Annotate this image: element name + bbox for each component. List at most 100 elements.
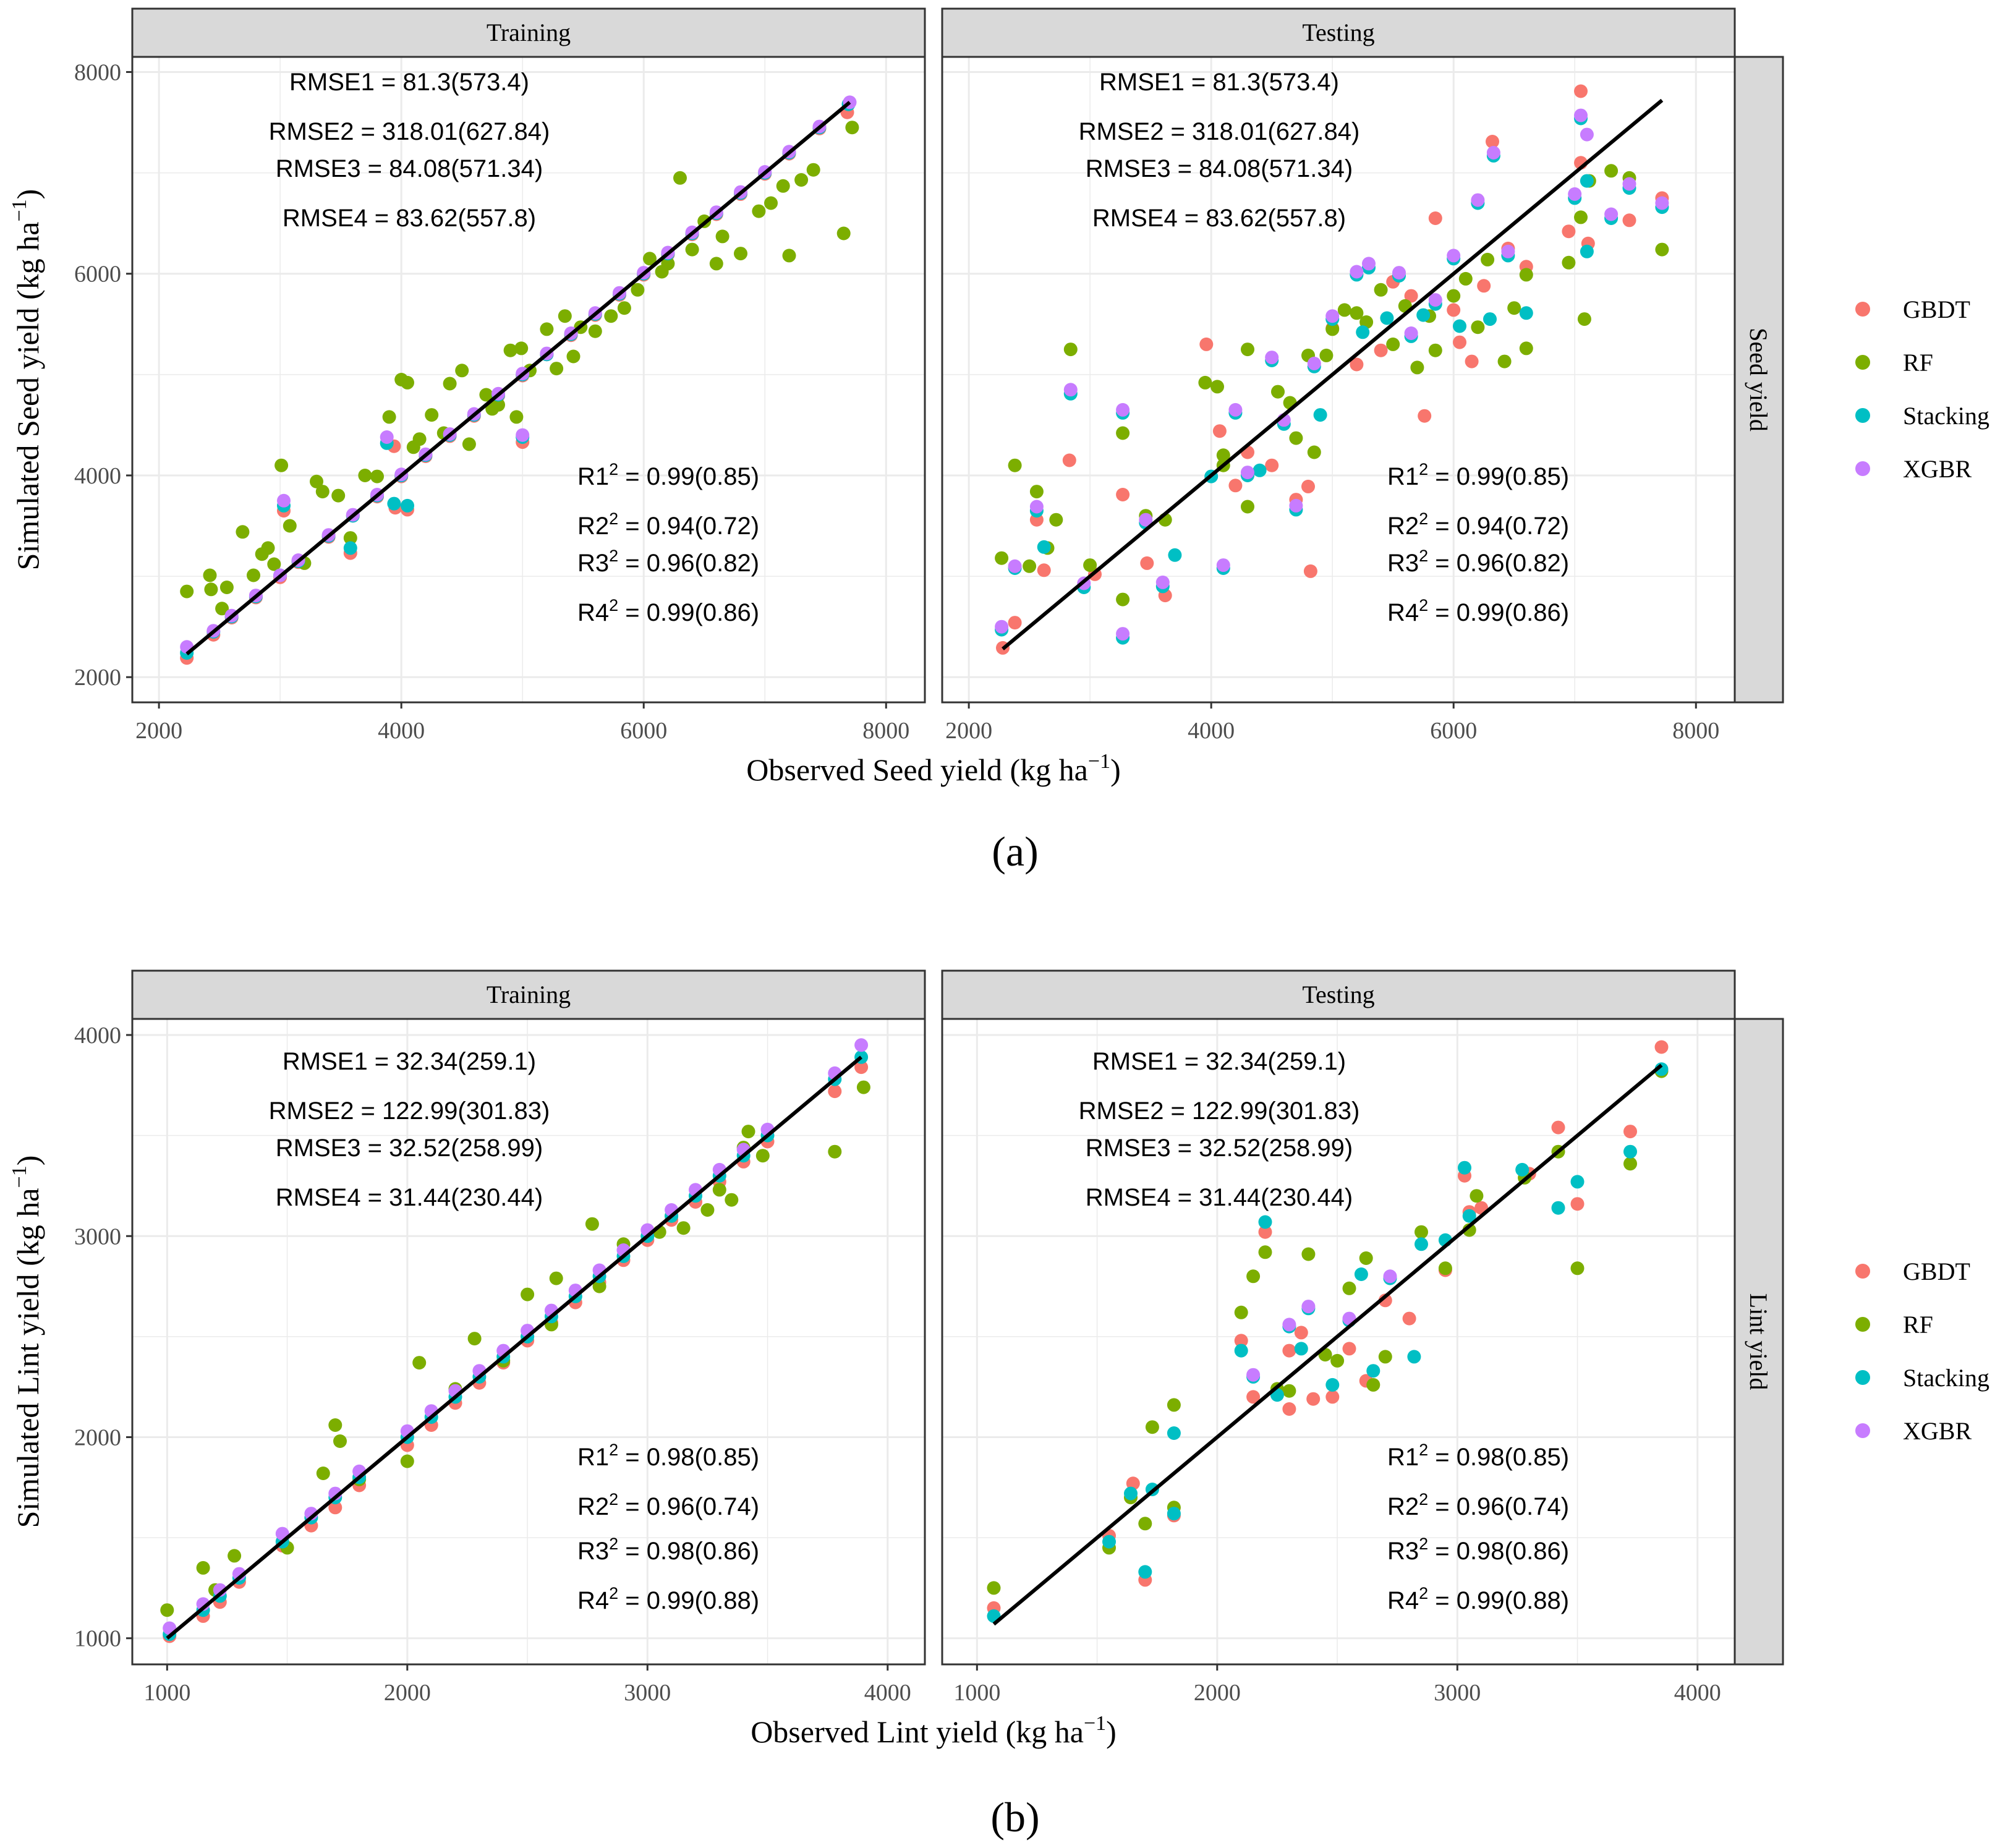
point-rf (1507, 301, 1521, 315)
point-xgbr (277, 493, 291, 508)
point-rf (401, 375, 414, 390)
panel-a-training-annotations: RMSE1 = 81.3(573.4) RMSE2 = 318.01(627.8… (269, 69, 759, 626)
point-xgbr (1063, 383, 1078, 397)
x-tick-label: 8000 (862, 718, 909, 744)
rmse2-label: RMSE2 = 318.01(627.84) (1079, 118, 1360, 145)
x-tick-label: 6000 (620, 718, 667, 744)
point-gbdt (1062, 453, 1076, 467)
point-rf (267, 557, 281, 571)
panel-a-training-bg (132, 57, 925, 702)
r2-label-1: R12 = 0.99(0.85) (1387, 460, 1569, 490)
point-rf (310, 474, 323, 488)
x-tick-label: 6000 (1430, 718, 1477, 744)
point-rf (1234, 1305, 1248, 1319)
point-stacking (1519, 306, 1533, 320)
point-rf (566, 349, 581, 364)
point-stacking (1138, 1565, 1152, 1579)
point-rf (604, 309, 618, 323)
point-gbdt (1465, 354, 1479, 368)
point-rf (549, 1271, 563, 1285)
row-strip-seed-yield (1734, 56, 1784, 704)
point-rf (1342, 1281, 1356, 1295)
point-gbdt (854, 1060, 869, 1075)
point-rf (1198, 375, 1212, 390)
strip-label: Testing (1302, 981, 1374, 1008)
legend-a: GBDT RF Stacking XGBR (1855, 296, 1989, 483)
r2-label-3: R32 = 0.96(0.82) (577, 547, 759, 577)
point-rf (856, 1080, 870, 1094)
point-gbdt (1212, 424, 1227, 438)
point-stacking (1570, 1175, 1585, 1189)
fit-line (166, 1055, 862, 1640)
point-stacking (1102, 1535, 1116, 1549)
rmse2-label: RMSE2 = 122.99(301.83) (1079, 1097, 1360, 1125)
point-gbdt (1325, 1390, 1340, 1404)
point-rf (400, 1454, 414, 1468)
point-gbdt (1453, 335, 1466, 349)
point-stacking (1416, 308, 1431, 322)
point-rf (328, 1418, 342, 1432)
point-xgbr (1604, 207, 1619, 221)
point-gbdt (1265, 458, 1279, 472)
r2-label-4: R42 = 0.99(0.88) (1387, 1584, 1569, 1614)
point-rf (1241, 343, 1254, 357)
point-xgbr (1622, 177, 1636, 191)
point-rf (1359, 1251, 1373, 1265)
point-stacking (1168, 548, 1182, 562)
legend-label-xgbr: XGBR (1903, 455, 1972, 483)
r2-label-2: R22 = 0.94(0.72) (1387, 509, 1569, 540)
legend-marker-stacking (1855, 1370, 1870, 1385)
point-rf (358, 469, 372, 482)
legend-marker-stacking (1855, 408, 1870, 423)
point-stacking (1458, 1160, 1471, 1175)
r2-label-2: R22 = 0.96(0.74) (577, 1490, 759, 1520)
point-gbdt (1447, 303, 1461, 317)
point-gbdt (1477, 279, 1491, 293)
point-rf (1216, 448, 1230, 462)
point-rf (1415, 1225, 1428, 1239)
point-rf (1438, 1261, 1452, 1275)
point-rf (274, 458, 289, 472)
point-gbdt (1623, 1125, 1637, 1139)
point-xgbr (1246, 1368, 1261, 1382)
chart-b-x-axis-title: Observed Lint yield (kg ha−1) (751, 1712, 1117, 1749)
point-rf (631, 283, 645, 297)
point-rf (1319, 348, 1334, 362)
r2-label-4: R42 = 0.99(0.86) (1387, 596, 1569, 626)
point-xgbr (1241, 466, 1254, 480)
panel-a-testing-grid (942, 57, 1735, 702)
rmse4-label: RMSE4 = 31.44(230.44) (1086, 1184, 1353, 1211)
point-rf (1307, 445, 1321, 459)
r2-label-3: R32 = 0.98(0.86) (577, 1535, 759, 1565)
rmse3-label: RMSE3 = 32.52(258.99) (1086, 1135, 1353, 1162)
point-rf (845, 121, 859, 135)
point-rf (1241, 500, 1254, 514)
panel-b-training-strip (131, 969, 926, 1020)
y-tick-label: 2000 (74, 665, 121, 691)
panel-a-testing-bg (942, 57, 1735, 702)
point-rf (382, 410, 396, 424)
point-rf (676, 1221, 691, 1235)
fit-line (992, 1063, 1663, 1626)
chart-a-seed-yield: Training RMSE1 = 81.3(573.4) RMSE2 = 318… (8, 7, 1784, 875)
point-rf (1428, 343, 1442, 357)
point-rf (617, 301, 631, 315)
point-gbdt (1562, 224, 1576, 239)
panel-a-training-fit-line (185, 101, 851, 656)
point-rf (585, 1217, 599, 1231)
point-xgbr (1116, 627, 1130, 641)
point-stacking (1354, 1267, 1368, 1281)
panel-b-training-fit-line (166, 1055, 862, 1640)
x-tick-label: 4000 (378, 718, 425, 744)
point-rf (412, 432, 427, 446)
point-rf (509, 410, 524, 424)
point-rf (752, 204, 766, 218)
point-gbdt (1486, 135, 1499, 148)
point-stacking (401, 498, 414, 513)
point-gbdt (1037, 563, 1051, 577)
x-tick-label: 1000 (143, 1680, 190, 1706)
point-rf (1574, 210, 1588, 224)
point-rf (514, 341, 529, 356)
point-rf (370, 469, 384, 483)
point-rf (794, 173, 809, 187)
